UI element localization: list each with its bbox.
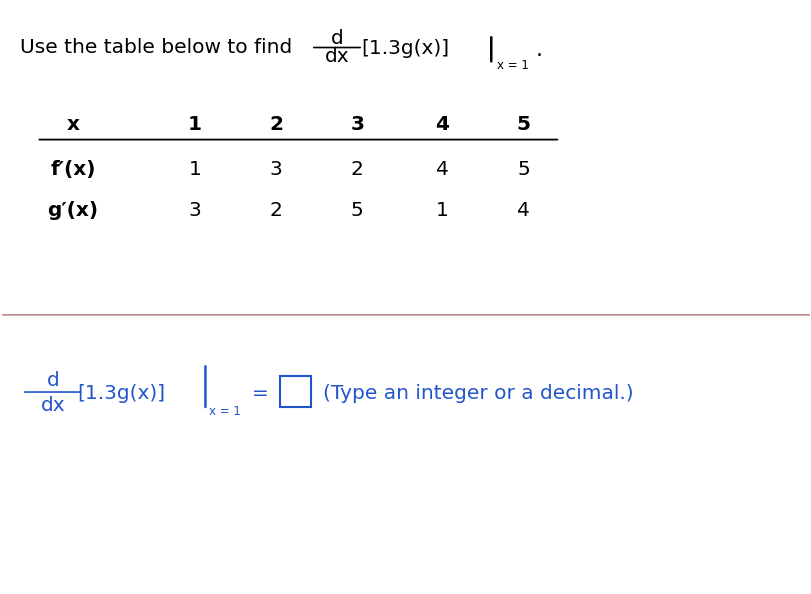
Text: d: d	[330, 29, 343, 48]
Text: 1: 1	[187, 115, 202, 134]
Text: g′(x): g′(x)	[48, 201, 98, 220]
Text: [1.3g(x)]: [1.3g(x)]	[361, 39, 449, 58]
Text: 4: 4	[436, 160, 448, 179]
Text: x = 1: x = 1	[496, 59, 528, 72]
Text: dx: dx	[324, 47, 349, 66]
Text: .: .	[535, 40, 543, 60]
Text: =: =	[251, 384, 268, 403]
Text: 3: 3	[350, 115, 364, 134]
Text: x: x	[67, 115, 79, 134]
Text: 4: 4	[517, 201, 530, 220]
Text: 5: 5	[517, 160, 530, 179]
Text: 5: 5	[516, 115, 530, 134]
Text: 5: 5	[350, 201, 363, 220]
Text: 4: 4	[435, 115, 449, 134]
Text: f′(x): f′(x)	[50, 160, 96, 179]
Text: Use the table below to find: Use the table below to find	[20, 38, 292, 57]
Text: 1: 1	[436, 201, 448, 220]
Text: 2: 2	[268, 115, 283, 134]
Text: d: d	[46, 371, 59, 390]
Text: 1: 1	[188, 160, 201, 179]
FancyBboxPatch shape	[280, 376, 311, 407]
Text: [1.3g(x)]: [1.3g(x)]	[77, 384, 165, 403]
Text: x = 1: x = 1	[209, 405, 241, 418]
Text: (Type an integer or a decimal.): (Type an integer or a decimal.)	[323, 384, 633, 403]
Text: 2: 2	[269, 201, 282, 220]
Text: 3: 3	[269, 160, 282, 179]
Text: 3: 3	[188, 201, 201, 220]
Text: dx: dx	[41, 396, 65, 415]
Text: 2: 2	[350, 160, 363, 179]
